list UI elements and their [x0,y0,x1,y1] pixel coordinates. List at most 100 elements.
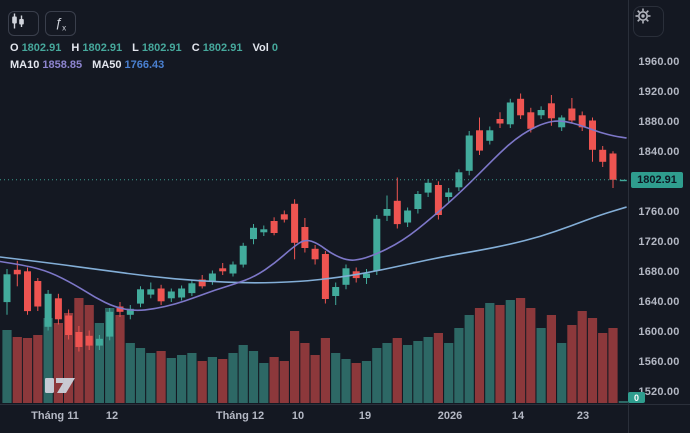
legend-ohlc-row: O 1802.91 H 1802.91 L 1802.91 C 1802.91 Vol 0 [10,40,285,57]
candle-body [34,281,42,307]
price-axis-label: 1760.00 [638,206,680,218]
last-price-tag: 1802.91 [631,171,683,188]
candle-body [3,274,11,303]
volume-bar [351,363,361,403]
candle-body [198,279,206,287]
candle-body [599,149,607,162]
volume-bar [12,337,22,403]
candle-body [558,117,566,128]
volume-bar [33,335,43,403]
candle-body [44,293,52,327]
time-axis-label: 14 [511,410,525,422]
volume-bar [505,300,515,403]
price-axis-label: 1960.00 [638,56,680,68]
volume-bar [433,333,443,403]
candle-body [85,335,93,346]
legend-close-label: C [191,42,200,54]
candle-body [75,332,83,347]
price-axis-label: 1520.00 [638,386,680,398]
volume-bar [474,308,485,403]
legend-volume-label: Vol [252,42,269,54]
volume-bar [218,359,228,403]
volume-bar [485,303,495,403]
time-axis-label: 19 [358,410,372,422]
volume-bar [546,315,556,403]
legend-high-value: 1802.91 [82,42,123,54]
legend-low-value: 1802.91 [141,42,182,54]
time-axis-label: 10 [291,410,305,422]
volume-bar [608,328,618,403]
candle-body [404,210,412,223]
candle-body [311,248,319,260]
candle-body [95,338,103,346]
volume-bar [64,313,74,403]
candle-body [568,108,576,121]
candle-body [424,182,432,193]
legend-high-label: H [71,42,80,54]
price-axis-label: 1720.00 [638,236,680,248]
legend-volume-value: 0 [271,42,278,54]
volume-bar [279,361,289,403]
tradingview-logo[interactable] [43,374,83,396]
price-axis-label: 1680.00 [638,266,680,278]
ma50-value: 1766.43 [124,59,165,71]
candle-body [547,103,555,119]
volume-bar [372,348,382,403]
volume-bar [228,353,238,403]
candle-body [178,288,186,298]
candle-body [517,98,525,116]
volume-bar [105,308,115,403]
volume-bar [238,345,248,403]
candle-body [527,112,535,129]
volume-bar [495,305,505,403]
volume-bar [526,308,536,403]
volume-bar [618,401,628,403]
candle-body [188,283,196,294]
volume-bar [464,315,474,403]
candle-style-button[interactable] [8,11,39,36]
candle-body [106,311,114,337]
gear-icon [635,8,651,24]
volume-bar [577,311,587,403]
candle-body [434,185,442,215]
volume-bar [207,357,217,403]
volume-bar [94,323,104,403]
price-axis-label: 1600.00 [638,326,680,338]
candle-body [465,135,473,171]
ma10-label: MA10 [10,59,40,71]
candle-body [270,221,278,233]
volume-bar [166,358,176,403]
ma10-value: 1858.85 [42,59,83,71]
candle-body [373,218,381,271]
candle-body [301,227,309,248]
legend-low-label: L [132,42,139,54]
volume-bar [331,353,341,403]
candle-body [167,291,175,299]
candle-body [157,288,165,302]
candlestick-icon [12,13,24,29]
candle-body [250,227,257,240]
legend-close-value: 1802.91 [202,42,243,54]
indicators-fx-button[interactable]: ƒx [45,11,76,36]
candle-body [291,203,299,243]
time-axis-label: Tháng 12 [215,410,265,422]
candle-body [486,130,494,141]
legend[interactable]: O 1802.91 H 1802.91 L 1802.91 C 1802.91 Vol 0… [10,40,285,74]
candle-body [280,214,288,220]
ma50-line [0,206,627,284]
time-axis-label: 23 [576,410,590,422]
candle-body [116,306,124,312]
volume-bar [403,345,413,403]
volume-bar [156,351,166,403]
time-axis-label: Tháng 11 [31,410,79,422]
volume-bar [135,348,146,403]
candle-body [455,172,463,188]
candle-body [496,119,504,124]
volume-bar [300,343,310,403]
legend-open-value: 1802.91 [21,42,62,54]
fx-icon: ƒx [54,14,67,33]
settings-button[interactable] [633,6,664,37]
volume-bar [320,338,330,403]
